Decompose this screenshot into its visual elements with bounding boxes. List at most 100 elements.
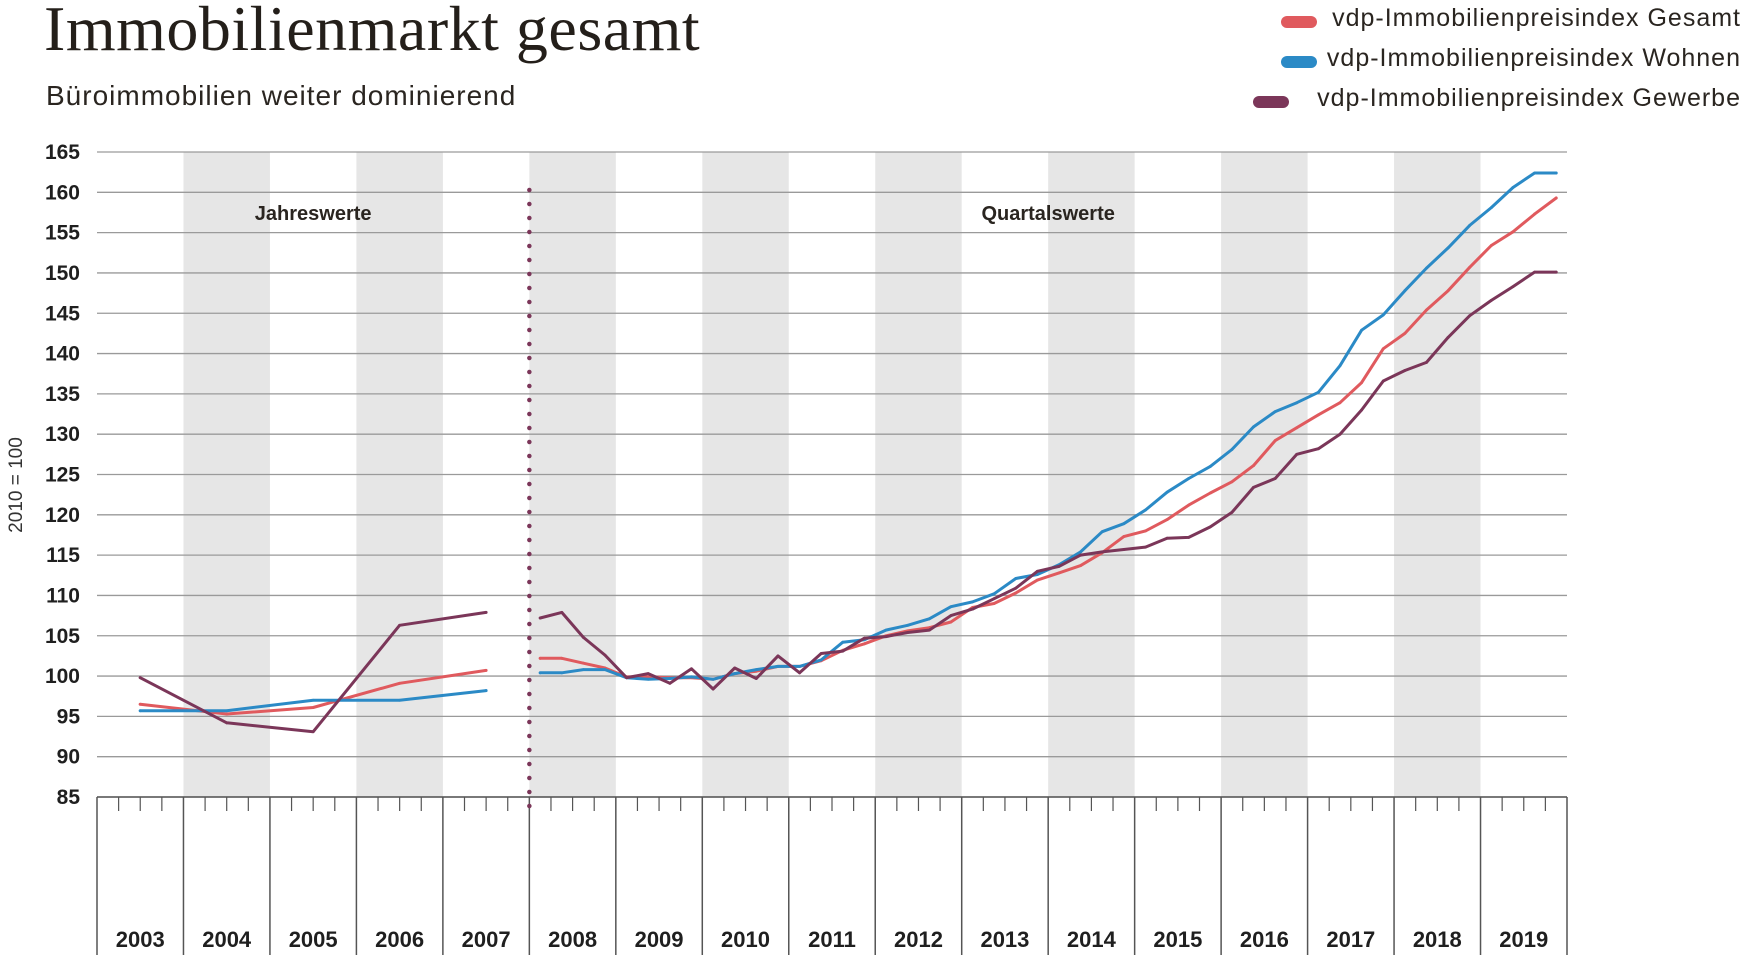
data-point-wohnen [1425,266,1428,270]
data-point-gesamt [398,681,402,685]
data-point-gesamt [1187,503,1191,507]
data-point-gesamt [1468,265,1472,269]
data-point-gesamt [1511,230,1515,234]
data-point-gewerbe [971,607,974,611]
data-point-gewerbe [798,671,801,675]
data-point-wohnen [1165,490,1169,494]
data-point-wohnen [884,628,888,632]
data-point-wohnen [1230,448,1234,451]
data-point-wohnen [971,600,974,604]
y-tick-label: 110 [46,584,80,607]
x-tick-label: 2018 [1413,927,1462,952]
data-point-wohnen [1014,577,1018,580]
data-point-gesamt [484,669,488,672]
x-tick-label: 2019 [1499,927,1548,952]
x-tick-label: 2015 [1153,927,1202,952]
y-tick-label: 135 [45,383,80,406]
data-point-gesamt [1533,212,1536,216]
data-point-gewerbe [690,667,693,671]
data-point-wohnen [668,677,672,680]
data-point-gewerbe [1511,285,1515,289]
y-tick-label: 95 [57,705,81,728]
y-tick-label: 130 [45,423,80,446]
data-point-gewerbe [1208,525,1212,529]
data-point-gewerbe [538,616,542,620]
data-point-gewerbe [1360,408,1364,412]
y-tick-label: 140 [45,343,80,366]
data-point-gewerbe [484,610,488,614]
data-point-gesamt [1165,518,1169,522]
data-point-gesamt [1252,464,1255,468]
data-point-wohnen [690,675,693,679]
y-tick-label: 150 [45,262,80,285]
data-point-gesamt [1273,439,1277,443]
annotation-quartalswerte: Quartalswerte [981,203,1114,225]
data-point-wohnen [949,605,953,609]
y-tick-label: 120 [45,504,80,527]
y-tick-label: 145 [45,302,80,325]
x-tick-label: 2007 [462,927,511,952]
data-point-gesamt [581,661,585,665]
data-point-gewerbe [625,676,629,680]
data-point-gewerbe [1381,379,1385,383]
data-point-gewerbe [1273,477,1277,480]
y-tick-label: 100 [45,665,80,688]
data-point-wohnen [711,677,715,681]
x-tick-label: 2014 [1067,927,1117,952]
data-point-gewerbe [1554,270,1558,274]
data-point-gewerbe [1252,486,1255,489]
data-point-wohnen [906,623,910,627]
x-tick-label: 2012 [894,927,943,952]
data-point-gewerbe [1187,535,1191,539]
data-point-gesamt [1316,413,1320,417]
data-point-gewerbe [1446,336,1450,339]
data-point-wohnen [1446,246,1450,250]
data-point-gewerbe [1035,569,1039,573]
data-point-gewerbe [646,672,650,676]
data-point-wohnen [1100,530,1104,534]
data-point-gewerbe [1425,361,1428,364]
data-point-gewerbe [1079,553,1083,557]
data-point-gewerbe [1014,586,1018,590]
data-point-gesamt [992,602,996,605]
data-point-wohnen [754,668,758,672]
data-point-gewerbe [668,681,672,685]
data-point-gesamt [538,656,542,660]
data-point-gesamt [1446,289,1450,293]
y-axis: 165 160 155 150 145 140 135 130 125 120 115 110 105 1… [45,141,80,809]
data-point-wohnen [1338,364,1342,368]
data-point-gesamt [138,702,142,706]
data-point-wohnen [1533,171,1536,175]
legend-item-gesamt: vdp-Immobilienpreisindex Gesamt [1125,2,1745,42]
data-point-wohnen [1468,223,1472,227]
data-point-gewerbe [863,636,866,640]
data-point-gewerbe [906,631,910,634]
data-point-wohnen [1273,410,1277,414]
data-point-gewerbe [1489,298,1493,302]
data-point-wohnen [560,671,564,675]
data-point-wohnen [1381,313,1385,317]
x-tick-label: 2003 [116,927,165,952]
x-tick-label: 2011 [808,927,856,952]
data-point-wohnen [538,671,542,675]
data-point-gesamt [1057,571,1061,575]
data-point-gesamt [311,706,315,709]
data-point-gesamt [225,712,229,716]
data-point-gewerbe [1295,452,1299,456]
data-point-wohnen [733,672,737,676]
data-point-gewerbe [581,635,585,639]
data-point-wohnen [776,664,780,668]
data-point-gewerbe [1403,369,1407,372]
x-tick-label: 2005 [289,927,338,952]
data-point-wohnen [138,709,142,713]
data-point-wohnen [1554,171,1558,175]
chart-subtitle: Büroimmobilien weiter dominierend [46,80,517,111]
data-point-gewerbe [1057,565,1061,568]
series-lines [138,171,1558,734]
data-point-gewerbe [1100,550,1104,554]
legend-item-gewerbe: vdp-Immobilienpreisindex Gewerbe [1125,82,1745,122]
data-point-wohnen [1208,465,1212,468]
x-tick-label: 2010 [721,927,770,952]
data-point-gesamt [1403,332,1407,335]
data-point-wohnen [1187,477,1191,480]
